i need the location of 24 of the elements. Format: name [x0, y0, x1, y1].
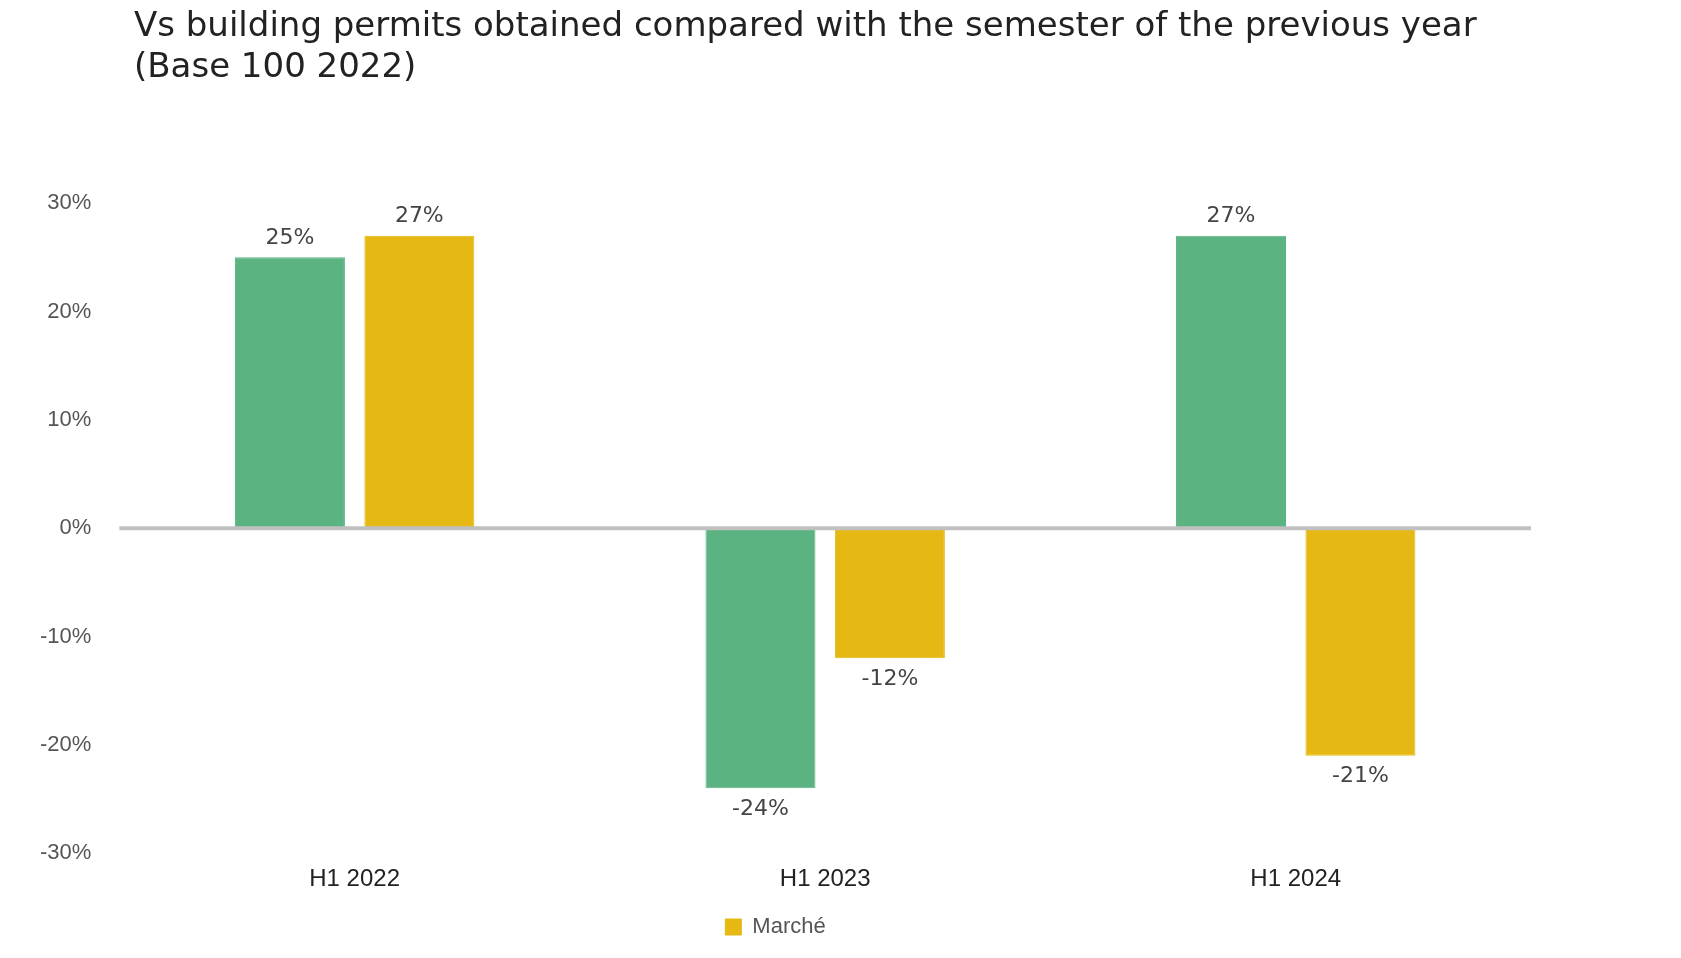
bar	[364, 235, 475, 529]
y-tick-label: 10%	[47, 405, 92, 431]
y-tick-label: 20%	[47, 297, 92, 323]
x-tick-label: H1 2022	[309, 864, 401, 892]
legend-label: Marché	[752, 913, 826, 939]
x-tick-label: H1 2023	[779, 864, 871, 892]
y-tick-label: -10%	[40, 622, 92, 648]
chart-title: Vs building permits obtained compared with the semester of the previous year (Base 100 2022)	[134, 4, 1477, 86]
x-tick-label: H1 2024	[1250, 864, 1342, 892]
y-tick-label: -20%	[40, 730, 92, 756]
data-label: 27%	[394, 202, 444, 228]
bar	[1305, 528, 1416, 756]
y-tick-label: 0%	[59, 514, 92, 540]
data-label: 25%	[265, 224, 315, 250]
bar	[1176, 235, 1287, 529]
bar	[705, 528, 816, 789]
data-label: -24%	[732, 794, 789, 820]
y-tick-label: 30%	[47, 189, 92, 215]
bar	[834, 528, 945, 659]
data-label: -12%	[861, 664, 919, 690]
data-label: -21%	[1332, 762, 1389, 788]
data-label: 27%	[1206, 202, 1256, 228]
bar	[234, 257, 345, 529]
y-tick-label: -30%	[40, 839, 92, 865]
